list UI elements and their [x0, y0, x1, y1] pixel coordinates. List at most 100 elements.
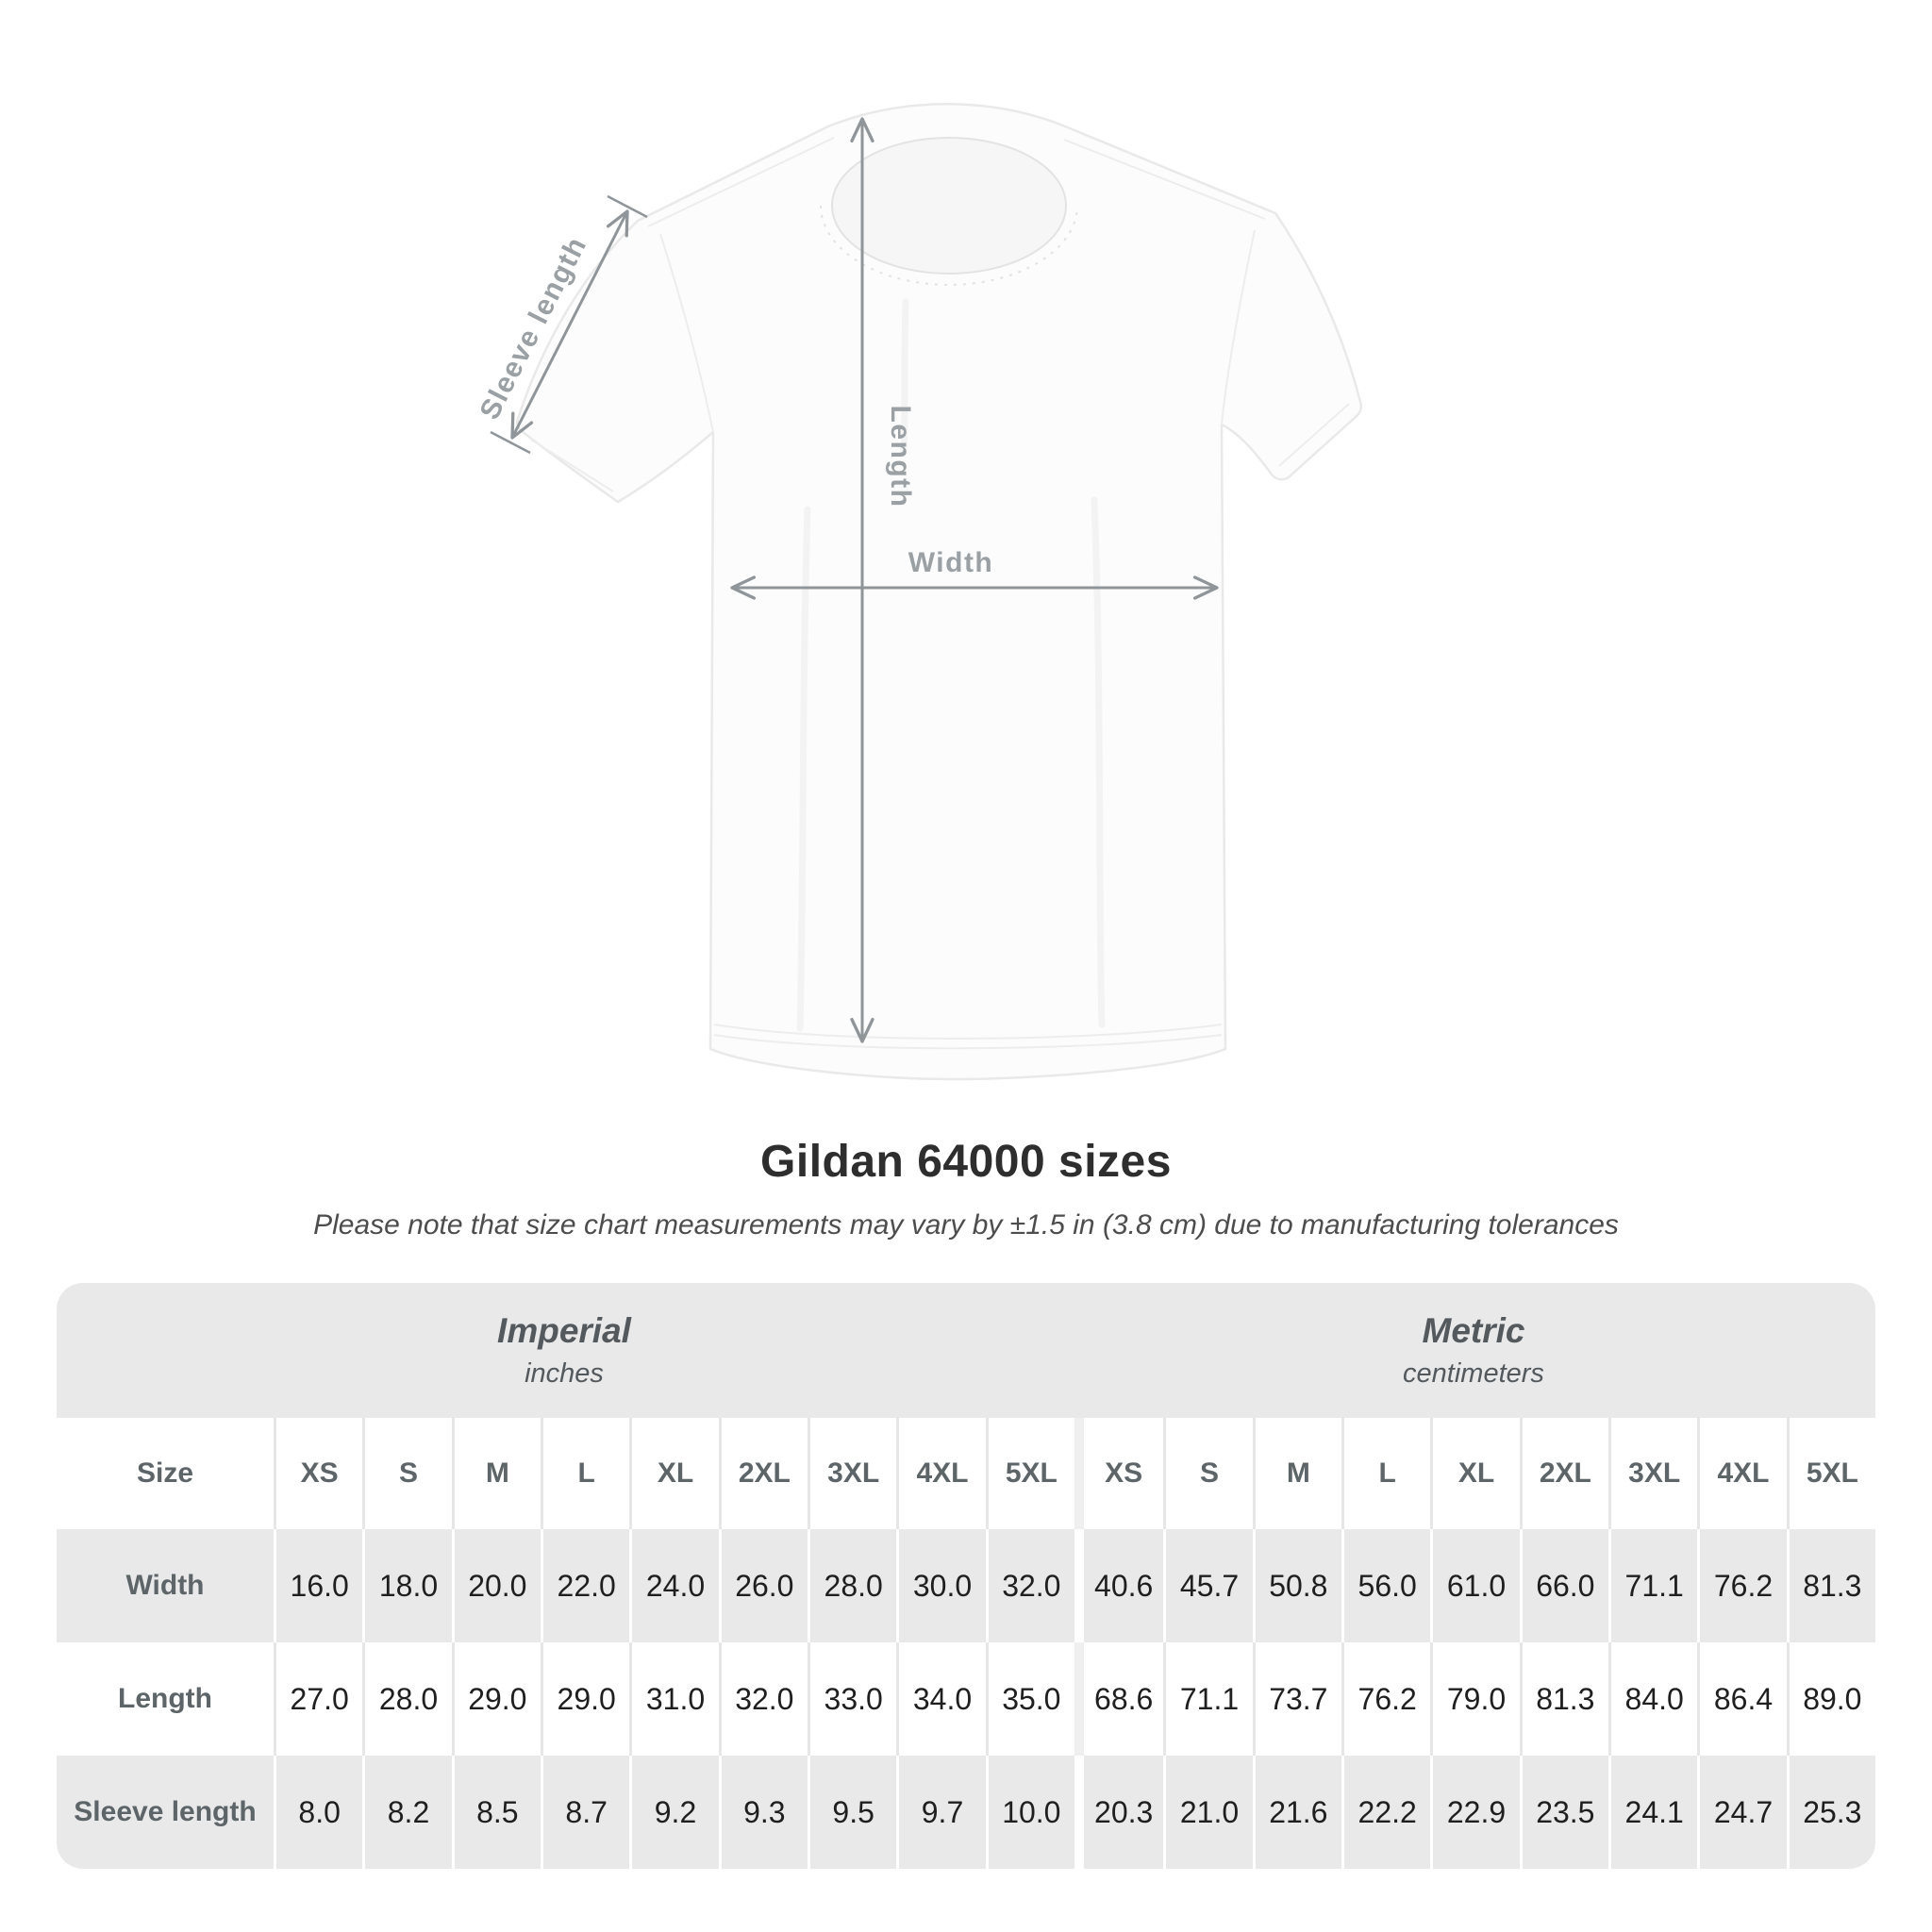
- imperial-group-header: Imperial inches: [57, 1283, 1072, 1418]
- metric-value-cell: 84.0: [1608, 1642, 1697, 1756]
- page-subtitle: Please note that size chart measurements…: [313, 1209, 1619, 1241]
- imperial-value-cell: 24.0: [629, 1529, 718, 1642]
- length-dimension-label: Length: [885, 406, 916, 508]
- size-table: Imperial inches Metric centimeters Size X…: [57, 1283, 1875, 1869]
- metric-group-name: Metric: [1422, 1311, 1525, 1350]
- sleeve-length-dimension-arrow: [510, 209, 629, 440]
- imperial-value-cell: 10.0: [985, 1756, 1074, 1869]
- metric-value-cell: 20.3: [1074, 1756, 1163, 1869]
- page-title: Gildan 64000 sizes: [760, 1137, 1172, 1187]
- measurement-row-label: Width: [125, 1570, 205, 1601]
- imperial-value-cell: 8.5: [451, 1756, 541, 1869]
- metric-value-cell: 40.6: [1074, 1529, 1163, 1642]
- metric-value-cell: 89.0: [1786, 1642, 1875, 1756]
- width-dimension-label: Width: [908, 547, 994, 578]
- imperial-value-cell: 18.0: [362, 1529, 451, 1642]
- imperial-value-cell: 32.0: [985, 1529, 1074, 1642]
- sleeve-hem-stitches: [530, 403, 1350, 492]
- metric-value-cell: 24.1: [1608, 1756, 1697, 1869]
- size-header-cell-imperial: 4XL: [896, 1418, 985, 1529]
- metric-value-cell: 56.0: [1341, 1529, 1430, 1642]
- imperial-value-cell: 8.7: [541, 1756, 629, 1869]
- metric-value-cell: 21.6: [1252, 1756, 1341, 1869]
- metric-value-cell: 81.3: [1519, 1642, 1608, 1756]
- imperial-value-cell: 29.0: [541, 1642, 629, 1756]
- imperial-value-cell: 9.3: [718, 1756, 808, 1869]
- metric-value-cell: 68.6: [1074, 1642, 1163, 1756]
- imperial-value-cell: 29.0: [451, 1642, 541, 1756]
- imperial-value-cell: 26.0: [718, 1529, 808, 1642]
- imperial-value-cell: 8.2: [362, 1756, 451, 1869]
- imperial-group-name: Imperial: [497, 1311, 631, 1350]
- size-header-cell-imperial: XS: [274, 1418, 362, 1529]
- measurement-row-label: Sleeve length: [74, 1796, 257, 1827]
- size-header-label: Size: [136, 1457, 194, 1489]
- imperial-value-cell: 35.0: [985, 1642, 1074, 1756]
- size-header-cell-metric: XS: [1074, 1418, 1163, 1529]
- collar-stitch: [820, 205, 1078, 286]
- imperial-group-unit: inches: [525, 1358, 604, 1389]
- size-header-cell-imperial: L: [541, 1418, 629, 1529]
- imperial-value-cell: 31.0: [629, 1642, 718, 1756]
- tshirt-measurement-diagram: Sleeve length Length Width: [475, 103, 1363, 1081]
- size-table-rows: Size XS S M L XL 2XL 3XL 4XL 5XL XS S M L XL 2XL 3XL 4XL 5…: [57, 1418, 1875, 1869]
- metric-value-cell: 23.5: [1519, 1756, 1608, 1869]
- size-header-cell-metric: S: [1163, 1418, 1252, 1529]
- metric-value-cell: 21.0: [1163, 1756, 1252, 1869]
- imperial-value-cell: 34.0: [896, 1642, 985, 1756]
- sleeve-dimension-tick-bottom: [490, 430, 531, 455]
- bottom-hem-stitches: [713, 1024, 1223, 1050]
- measurement-row-label: Length: [118, 1683, 212, 1714]
- sleeve-dimension-tick-top: [607, 194, 648, 219]
- unit-group-header-band: Imperial inches Metric centimeters: [57, 1283, 1875, 1418]
- metric-value-cell: 79.0: [1430, 1642, 1519, 1756]
- size-header-cell-metric: 4XL: [1697, 1418, 1786, 1529]
- metric-value-cell: 76.2: [1697, 1529, 1786, 1642]
- metric-value-cell: 86.4: [1697, 1642, 1786, 1756]
- measurement-row: Width 16.0 18.0 20.0 22.0 24.0 26.0 28.0 30.0 32.…: [57, 1529, 1875, 1642]
- metric-value-cell: 81.3: [1786, 1529, 1875, 1642]
- metric-group-unit: centimeters: [1403, 1358, 1544, 1389]
- size-header-cell-metric: 5XL: [1786, 1418, 1875, 1529]
- metric-value-cell: 61.0: [1430, 1529, 1519, 1642]
- metric-value-cell: 76.2: [1341, 1642, 1430, 1756]
- imperial-value-cell: 9.7: [896, 1756, 985, 1869]
- size-header-cell-imperial: XL: [629, 1418, 718, 1529]
- collar-opening: [831, 137, 1067, 275]
- metric-value-cell: 22.2: [1341, 1756, 1430, 1869]
- imperial-value-cell: 28.0: [362, 1642, 451, 1756]
- imperial-value-cell: 9.2: [629, 1756, 718, 1869]
- metric-value-cell: 25.3: [1786, 1756, 1875, 1869]
- shoulder-seams: [647, 137, 1266, 227]
- size-header-cell-imperial: 2XL: [718, 1418, 808, 1529]
- imperial-value-cell: 27.0: [274, 1642, 362, 1756]
- imperial-value-cell: 20.0: [451, 1529, 541, 1642]
- metric-value-cell: 66.0: [1519, 1529, 1608, 1642]
- imperial-value-cell: 28.0: [808, 1529, 896, 1642]
- measurement-row: Length 27.0 28.0 29.0 29.0 31.0 32.0 33.0 34.0 35…: [57, 1642, 1875, 1756]
- metric-value-cell: 73.7: [1252, 1642, 1341, 1756]
- imperial-value-cell: 8.0: [274, 1756, 362, 1869]
- metric-value-cell: 50.8: [1252, 1529, 1341, 1642]
- size-header-cell-metric: XL: [1430, 1418, 1519, 1529]
- metric-value-cell: 71.1: [1163, 1642, 1252, 1756]
- size-header-cell-imperial: S: [362, 1418, 451, 1529]
- imperial-value-cell: 9.5: [808, 1756, 896, 1869]
- size-header-row: Size XS S M L XL 2XL 3XL 4XL 5XL XS S M L XL 2XL 3XL 4XL 5…: [57, 1418, 1875, 1529]
- metric-value-cell: 24.7: [1697, 1756, 1786, 1869]
- size-header-cell-metric: 2XL: [1519, 1418, 1608, 1529]
- imperial-value-cell: 16.0: [274, 1529, 362, 1642]
- sleeve-seams: [659, 229, 1256, 433]
- size-header-cell-metric: M: [1252, 1418, 1341, 1529]
- imperial-value-cell: 32.0: [718, 1642, 808, 1756]
- size-header-cell-metric: L: [1341, 1418, 1430, 1529]
- tshirt-image: [516, 103, 1363, 1081]
- metric-value-cell: 45.7: [1163, 1529, 1252, 1642]
- metric-group-header: Metric centimeters: [1072, 1283, 1875, 1418]
- imperial-value-cell: 30.0: [896, 1529, 985, 1642]
- metric-value-cell: 22.9: [1430, 1756, 1519, 1869]
- size-header-cell-imperial: 3XL: [808, 1418, 896, 1529]
- size-header-cell-imperial: 5XL: [985, 1418, 1074, 1529]
- imperial-value-cell: 33.0: [808, 1642, 896, 1756]
